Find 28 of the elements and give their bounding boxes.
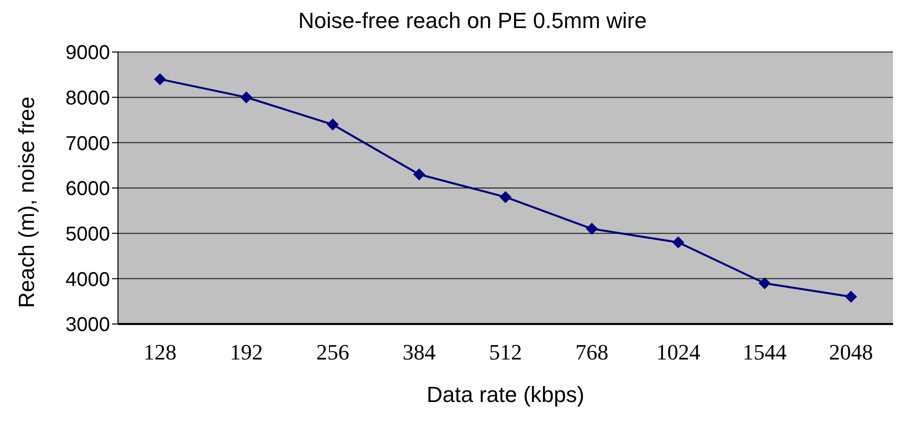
x-tick-label: 2048	[829, 340, 873, 365]
point	[586, 222, 598, 235]
x-tick-label: 512	[489, 340, 522, 365]
y-tick-label: 5000	[66, 223, 110, 246]
y-tick-label: 7000	[66, 132, 110, 155]
x-tick-label: 384	[402, 340, 436, 365]
point	[500, 191, 512, 204]
x-tick-label: 1024	[656, 340, 700, 365]
point	[240, 91, 252, 104]
point	[154, 73, 166, 86]
point	[413, 168, 426, 180]
y-tick-label: 9000	[66, 42, 110, 64]
x-tick-label: 768	[575, 340, 608, 365]
x-tick-label: 192	[230, 340, 263, 365]
x-tick-label: 128	[144, 340, 176, 365]
x-tick-label: 1544	[742, 340, 787, 365]
y-tick-label: 3000	[66, 314, 110, 336]
x-axis-title: Data rate (kbps)	[426, 382, 584, 407]
point	[326, 118, 339, 131]
y-tick-label: 4000	[66, 268, 110, 291]
y-tick-label: 6000	[66, 178, 110, 200]
point	[845, 290, 857, 303]
chart-title: Noise-free reach on PE 0.5mm wire	[297, 8, 648, 34]
point	[758, 277, 771, 290]
x-tick-label: 256	[316, 340, 350, 365]
point	[672, 236, 684, 248]
y-tick-label: 8000	[66, 87, 110, 110]
y-axis-title: Reach (m), noise free	[14, 96, 39, 308]
